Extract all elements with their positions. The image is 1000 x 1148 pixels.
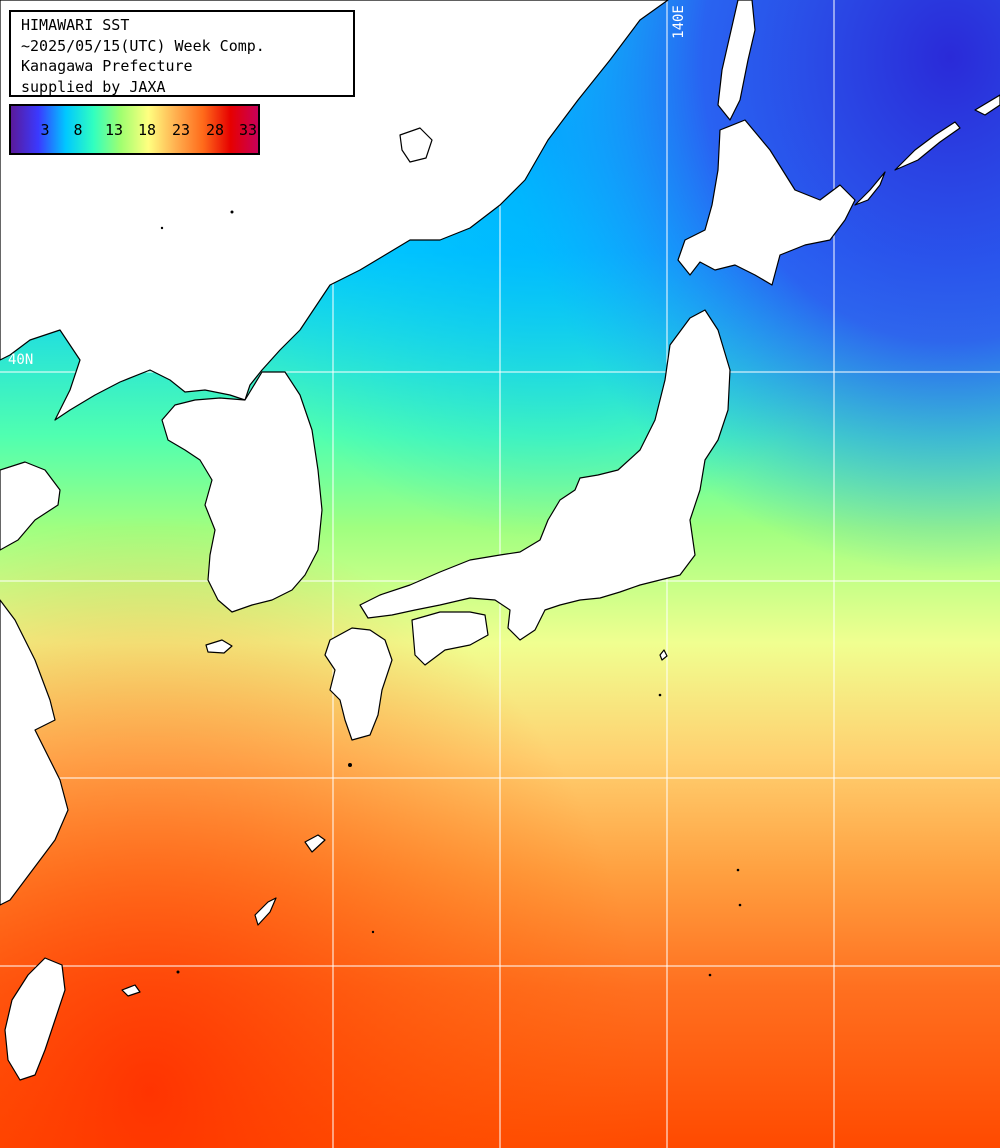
lon-label-140e: 140E (670, 5, 687, 39)
land-hokkaido (677, 119, 856, 286)
islet (371, 930, 375, 934)
land-kuril-3 (974, 94, 1000, 116)
map-info-box: HIMAWARI SST ~2025/05/15(UTC) Week Comp.… (9, 10, 355, 97)
islet (348, 763, 352, 767)
colorbar-tick-3: 3 (40, 120, 50, 139)
land-taiwan (4, 957, 66, 1081)
islet (708, 973, 712, 977)
land-sakhalin (717, 0, 756, 121)
title-line-credit: supplied by JAXA (21, 77, 166, 96)
colorbar-tick-28: 28 (205, 120, 225, 139)
colorbar-tick-23: 23 (171, 120, 191, 139)
colorbar-ticks: 3 8 13 18 23 28 33 (11, 106, 258, 153)
land-shikoku (411, 611, 489, 666)
colorbar-tick-8: 8 (73, 120, 83, 139)
islet (738, 903, 742, 907)
islet (160, 226, 164, 230)
land-korea (161, 371, 323, 613)
land-dokdo-islet (399, 127, 433, 163)
land-amami (304, 834, 326, 853)
title-line-org: Kanagawa Prefecture (21, 57, 193, 75)
islet (176, 970, 180, 974)
land-sakishima (121, 984, 141, 997)
lat-label-40n: 40N (8, 352, 34, 368)
colorbar-tick-18: 18 (137, 120, 157, 139)
title-line-date: ~2025/05/15(UTC) Week Comp. (21, 36, 265, 55)
land-okinawa (254, 897, 277, 926)
land-kuril-1 (854, 171, 886, 206)
colorbar-tick-33: 33 (238, 120, 258, 139)
islet (736, 868, 740, 872)
land-kyushu (324, 627, 393, 741)
land-izu-islet (659, 649, 668, 661)
sst-colorbar: 3 8 13 18 23 28 33 (9, 104, 260, 155)
title-line-product: HIMAWARI SST (21, 16, 130, 34)
land-honshu (359, 309, 731, 641)
islet (658, 693, 662, 697)
small-islets (160, 210, 742, 977)
land-kuril-2 (894, 121, 961, 171)
land-china-north (0, 461, 61, 551)
colorbar-tick-13: 13 (104, 120, 124, 139)
islet (230, 210, 234, 214)
land-jeju (205, 639, 233, 654)
land-china-east (0, 599, 69, 906)
